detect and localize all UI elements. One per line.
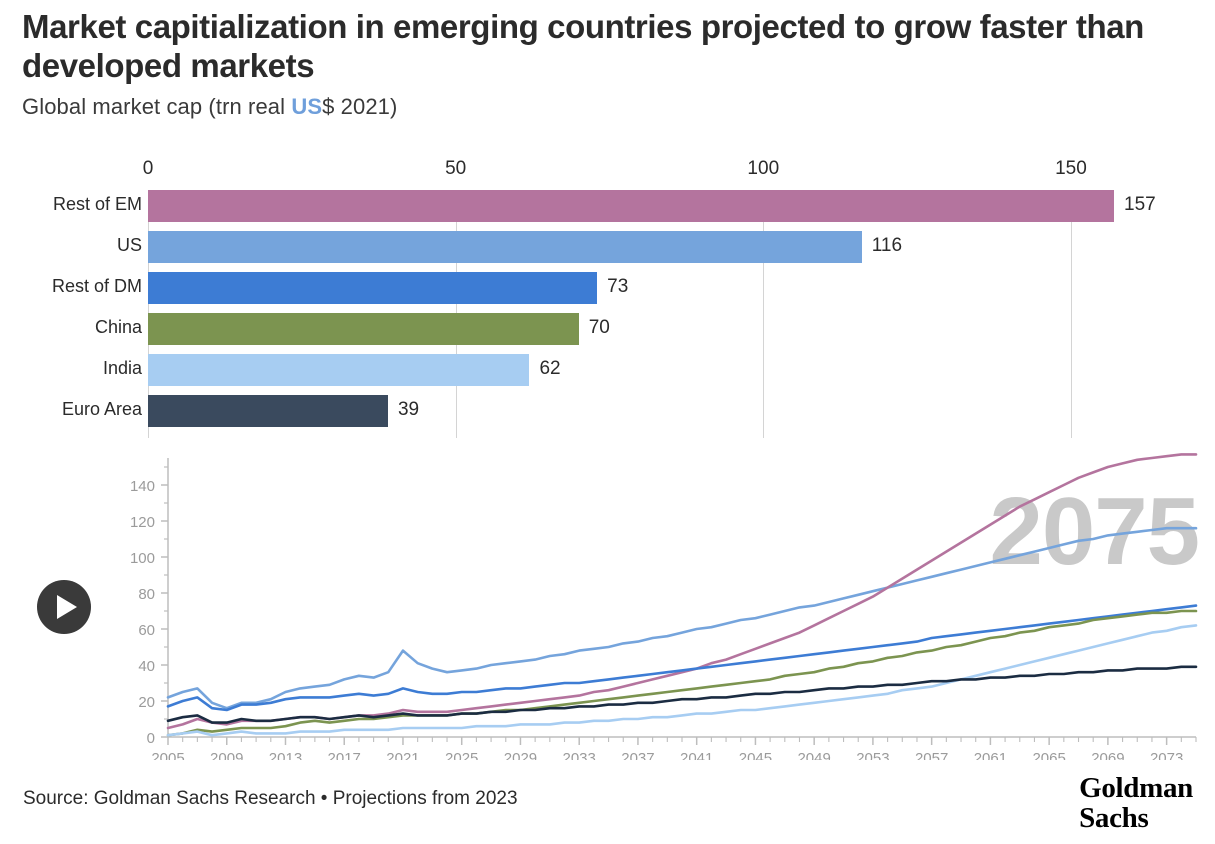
line-chart-svg: 0 20 40 60 80 100 120 140 2005 2009 2013 2017 2021 20…: [130, 453, 1198, 760]
bar-rect[interactable]: [148, 231, 862, 263]
bar-value-label: 70: [588, 317, 610, 338]
bar-row[interactable]: India 62: [103, 354, 1194, 386]
bar-rect[interactable]: [148, 272, 598, 304]
y-tick-label: 100: [130, 550, 155, 567]
bar-value-label: 73: [607, 276, 629, 297]
logo-line-1: Goldman: [1079, 772, 1193, 804]
bar-x-tick-label: 50: [445, 158, 467, 179]
bar-rect[interactable]: [148, 313, 579, 345]
x-tick-label: 2037: [621, 750, 654, 760]
x-tick-label: 2041: [680, 750, 713, 760]
line-series-rest-of-dm: [166, 604, 1198, 712]
bar-x-tick-label: 100: [747, 158, 780, 179]
bar-x-axis-ticks: 0 50 100 150: [0, 158, 1215, 184]
source-note: Source: Goldman Sachs Research • Project…: [23, 788, 518, 809]
x-tick-label: 2049: [797, 750, 830, 760]
bar-x-tick-label: 0: [142, 158, 154, 179]
x-tick-label: 2009: [210, 750, 243, 760]
bar-rect[interactable]: [148, 395, 388, 427]
bar-row[interactable]: Rest of DM 73: [52, 272, 1194, 304]
bar-category-label: India: [102, 358, 142, 378]
x-tick-label: 2021: [386, 750, 419, 760]
bar-gridline: [1070, 190, 1072, 438]
bar-value-label: 39: [397, 399, 420, 420]
bar-row[interactable]: US 116: [117, 231, 1194, 263]
play-button[interactable]: [37, 580, 91, 634]
x-tick-label: 2073: [1150, 750, 1183, 760]
chart-subtitle: Global market cap (trn real US$ 2021): [22, 94, 1192, 120]
bar-chart-panel: 0 50 100 150 Rest of EM 157 US 116 Rest of DM 73…: [0, 158, 1215, 580]
x-tick-label: 2057: [915, 750, 948, 760]
bar-category-label: China: [94, 317, 142, 337]
play-icon: [57, 595, 77, 619]
chart-header: Market capitialization in emerging count…: [22, 8, 1192, 120]
line-series-us: [166, 526, 1198, 710]
subtitle-suffix: $ 2021): [322, 93, 398, 119]
bar-value-label: 157: [1124, 194, 1156, 215]
y-tick-label: 0: [147, 730, 155, 747]
bar-rect[interactable]: [148, 354, 530, 386]
x-tick-label: 2025: [445, 750, 478, 760]
bar-category-label: Rest of EM: [52, 194, 142, 214]
x-tick-label: 2005: [151, 750, 184, 760]
bar-row[interactable]: Euro Area 39: [62, 395, 1194, 427]
bar-value-label: 62: [539, 358, 561, 379]
x-tick-label: 2061: [974, 750, 1007, 760]
x-tick-label: 2013: [269, 750, 302, 760]
bar-rows: Rest of EM 157 US 116 Rest of DM 73 China 70 Ind…: [52, 190, 1194, 438]
y-tick-label: 120: [130, 514, 155, 531]
goldman-sachs-logo: Goldman Sachs: [1079, 772, 1193, 834]
x-tick-label: 2045: [739, 750, 772, 760]
x-tick-label: 2065: [1032, 750, 1065, 760]
bar-row[interactable]: Rest of EM 157: [53, 190, 1194, 222]
bar-row[interactable]: China 70: [95, 313, 1194, 345]
subtitle-accent-us: US: [291, 93, 323, 119]
bar-plot-area: Rest of EM 157 US 116 Rest of DM 73 China 70 Ind…: [52, 190, 1194, 438]
x-tick-label: 2033: [563, 750, 596, 760]
line-series-euro-area: [166, 665, 1198, 724]
x-tick-label: 2029: [504, 750, 537, 760]
y-tick-label: 80: [138, 586, 155, 603]
bar-category-label: US: [116, 235, 142, 255]
subtitle-prefix: Global market cap (trn real: [22, 93, 292, 119]
x-tick-label: 2069: [1091, 750, 1124, 760]
y-tick-label: 140: [130, 478, 155, 495]
bar-value-label: 116: [871, 235, 903, 256]
x-tick-label: 2017: [328, 750, 361, 760]
page-title: Market capitialization in emerging count…: [22, 8, 1144, 84]
bar-category-label: Rest of DM: [51, 276, 142, 296]
line-series-india: [166, 624, 1198, 737]
bar-category-label: Euro Area: [61, 399, 142, 419]
x-tick-label: 2053: [856, 750, 889, 760]
y-tick-label: 20: [138, 694, 155, 711]
y-tick-label: 40: [138, 658, 155, 675]
bar-gridline: [763, 190, 765, 438]
line-series-china: [166, 609, 1198, 737]
logo-line-2: Sachs: [1079, 801, 1149, 834]
y-tick-label: 60: [138, 622, 155, 639]
bar-x-tick-label: 150: [1055, 158, 1087, 179]
bar-rect[interactable]: [148, 190, 1114, 222]
line-chart-panel: 0 20 40 60 80 100 120 140 2005 2009 2013 2017 2021 20…: [0, 450, 1215, 760]
